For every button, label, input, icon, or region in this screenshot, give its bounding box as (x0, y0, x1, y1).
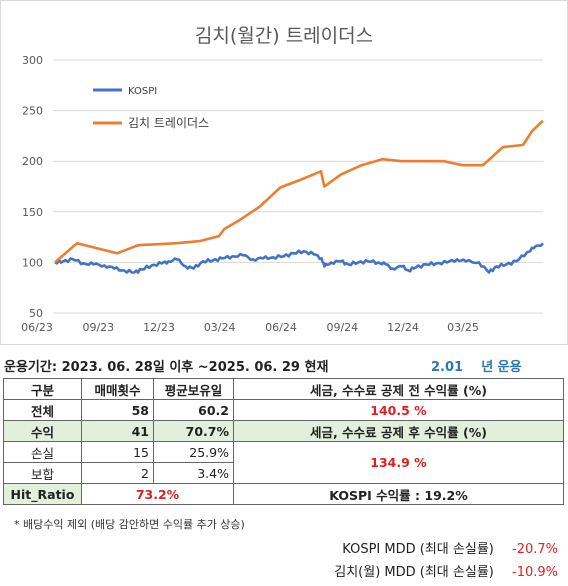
x-tick-label: 09/23 (82, 321, 114, 334)
table-row-profit: 수익 41 70.7% 세금, 수수료 공제 후 수익률 (%) (3, 420, 564, 442)
header-trades: 매매횟수 (81, 378, 154, 400)
kospi-mdd-label: KOSPI MDD (최대 손실률) (342, 542, 494, 557)
years-of-operation: 2.01 년 운용 (431, 356, 522, 375)
y-tick-label: 200 (22, 155, 43, 168)
net-return-header: 세금, 수수료 공제 후 수익률 (%) (233, 420, 564, 442)
even-ratio: 3.4% (153, 462, 234, 484)
gridlines (53, 59, 543, 314)
chart-border (0, 0, 568, 345)
header-category: 구분 (3, 378, 82, 400)
years-value: 2.01 (431, 360, 464, 375)
table-header-row: 구분 매매횟수 평균보유일 세금, 수수료 공제 전 수익률 (%) (3, 378, 564, 400)
table-row-loss: 손실 15 25.9% 134.9 % (3, 441, 564, 484)
chart-container: 김치(월간) 트레이더스 50 100 150 200 250 300 06/23 09/2… (0, 0, 568, 345)
even-label: 보합 (3, 462, 82, 484)
profit-ratio: 70.7% (153, 420, 234, 442)
profit-trades: 41 (81, 420, 154, 442)
y-tick-label: 100 (22, 256, 43, 269)
y-tick-label: 50 (29, 307, 43, 320)
profit-label: 수익 (3, 420, 82, 442)
x-tick-label: 03/25 (447, 321, 479, 334)
x-tick-label: 09/24 (326, 321, 358, 334)
kimchi-mdd-value: -10.9% (512, 565, 558, 580)
total-avg-hold: 60.2 (153, 399, 234, 421)
series-line-kospi (54, 242, 544, 274)
dividend-note: * 배당수익 제외 (배당 감안하면 수익률 추가 상승) (14, 518, 245, 531)
x-tick-label: 06/23 (21, 321, 53, 334)
kimchi-mdd-label: 김치(월) MDD (최대 손실률) (334, 565, 494, 580)
hit-ratio-label: Hit_Ratio (3, 483, 82, 505)
y-axis-ticks: 50 100 150 200 250 300 (22, 54, 43, 320)
gross-return-value: 140.5 % (233, 399, 564, 421)
total-label: 전체 (3, 399, 82, 421)
loss-ratio: 25.9% (153, 441, 234, 463)
kospi-mdd-value: -20.7% (512, 542, 558, 557)
loss-trades: 15 (81, 441, 154, 463)
header-gross-return: 세금, 수수료 공제 전 수익률 (%) (233, 378, 564, 400)
chart-title: 김치(월간) 트레이더스 (195, 25, 373, 47)
x-axis-ticks: 06/23 09/23 12/23 03/24 06/24 09/24 12/24 03/25 (21, 321, 479, 334)
hit-ratio-value: 73.2% (81, 483, 234, 505)
y-tick-label: 250 (22, 105, 43, 118)
line-chart: 김치(월간) 트레이더스 50 100 150 200 250 300 06/23 09/2… (0, 0, 568, 345)
operation-period: 운용기간: 2023. 06. 28일 이후 ~2025. 06. 29 현재 … (4, 356, 522, 375)
even-trades: 2 (81, 462, 154, 484)
kospi-return: KOSPI 수익률 : 19.2% (233, 483, 564, 505)
y-tick-label: 150 (22, 206, 43, 219)
net-return-value: 134.9 % (233, 441, 564, 484)
chart-legend: KOSPI 김치 트레이더스 (93, 86, 209, 130)
loss-label: 손실 (3, 441, 82, 463)
years-unit: 년 운용 (481, 360, 522, 375)
kimchi-mdd: 김치(월) MDD (최대 손실률) -10.9% (334, 561, 558, 580)
y-tick-label: 300 (22, 54, 43, 67)
series-lines (54, 119, 544, 274)
legend-label-kospi: KOSPI (128, 86, 157, 97)
total-trades: 58 (81, 399, 154, 421)
kospi-mdd: KOSPI MDD (최대 손실률) -20.7% (342, 538, 558, 557)
header-avg-hold: 평균보유일 (153, 378, 234, 400)
table-row-total: 전체 58 60.2 140.5 % (3, 399, 564, 421)
series-line-kimchi-traders (54, 119, 544, 264)
x-tick-label: 06/24 (265, 321, 297, 334)
x-tick-label: 03/24 (204, 321, 236, 334)
performance-table: 구분 매매횟수 평균보유일 세금, 수수료 공제 전 수익률 (%) 전체 58… (3, 378, 564, 505)
table-row-hit-ratio: Hit_Ratio 73.2% KOSPI 수익률 : 19.2% (3, 483, 564, 505)
x-tick-label: 12/23 (143, 321, 175, 334)
period-label: 운용기간: 2023. 06. 28일 이후 ~2025. 06. 29 현재 (4, 360, 329, 375)
x-tick-label: 12/24 (387, 321, 419, 334)
legend-label-kimchi-traders: 김치 트레이더스 (128, 116, 209, 130)
